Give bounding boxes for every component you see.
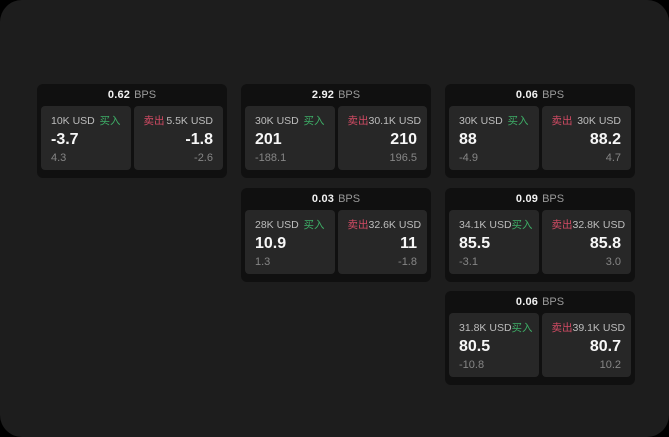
buy-side-label: 买入 [99, 115, 121, 127]
buy-amount: 28K USD [255, 218, 299, 231]
sell-amount: 39.1K USD [572, 321, 626, 334]
bps-unit-label: BPS [134, 89, 157, 101]
quote-card: 0.09 BPS 34.1K USD 买入 85.5 -3.1 卖出 32.8K… [445, 188, 635, 282]
buy-price: 10.9 [255, 234, 287, 252]
bps-unit-label: BPS [542, 89, 565, 101]
buy-price: 88 [459, 130, 477, 148]
buy-panel[interactable]: 28K USD 买入 10.9 1.3 [245, 210, 335, 274]
sell-panel[interactable]: 卖出 39.1K USD 80.7 10.2 [541, 313, 631, 377]
bps-value: 0.03 [311, 193, 335, 205]
sell-price: 11 [400, 234, 417, 252]
card-body: 28K USD 买入 10.9 1.3 卖出 32.6K USD 11 -1.8 [241, 210, 431, 278]
sell-side-label: 卖出 [347, 115, 369, 127]
buy-amount: 31.8K USD [459, 321, 512, 334]
buy-amount: 34.1K USD [459, 218, 512, 231]
buy-amount: 10K USD [51, 114, 95, 127]
bps-value: 2.92 [311, 89, 335, 101]
sell-price: 85.8 [589, 234, 621, 252]
buy-delta: -10.8 [459, 358, 485, 371]
quote-card: 0.06 BPS 31.8K USD 买入 80.5 -10.8 卖出 39.1… [445, 291, 635, 385]
sell-price: -1.8 [185, 130, 213, 148]
sell-amount: 32.6K USD [368, 218, 422, 231]
buy-delta: -3.1 [459, 255, 478, 268]
sell-amount: 30.1K USD [368, 114, 422, 127]
sell-delta: 3.0 [605, 255, 621, 268]
bps-unit-label: BPS [542, 296, 565, 308]
bps-value: 0.62 [107, 89, 131, 101]
card-body: 31.8K USD 买入 80.5 -10.8 卖出 39.1K USD 80.… [445, 313, 635, 381]
card-header: 0.62 BPS [37, 84, 227, 106]
sell-panel[interactable]: 卖出 32.8K USD 85.8 3.0 [541, 210, 631, 274]
buy-price: 201 [255, 130, 282, 148]
buy-delta: 4.3 [51, 151, 67, 164]
buy-panel[interactable]: 34.1K USD 买入 85.5 -3.1 [449, 210, 539, 274]
buy-panel[interactable]: 31.8K USD 买入 80.5 -10.8 [449, 313, 539, 377]
card-body: 10K USD 买入 -3.7 4.3 卖出 5.5K USD -1.8 -2.… [37, 106, 227, 174]
buy-delta: -188.1 [255, 151, 287, 164]
buy-amount: 30K USD [459, 114, 503, 127]
card-header: 0.09 BPS [445, 188, 635, 210]
buy-side-label: 买入 [507, 115, 529, 127]
sell-delta: -2.6 [194, 151, 213, 164]
sell-price: 80.7 [589, 337, 621, 355]
sell-side-label: 卖出 [551, 322, 573, 334]
sell-price: 88.2 [589, 130, 621, 148]
sell-delta: 10.2 [599, 358, 621, 371]
buy-panel[interactable]: 30K USD 买入 88 -4.9 [449, 106, 539, 170]
buy-amount: 30K USD [255, 114, 299, 127]
card-header: 0.06 BPS [445, 291, 635, 313]
buy-price: 80.5 [459, 337, 491, 355]
sell-delta: 4.7 [605, 151, 621, 164]
buy-price: 85.5 [459, 234, 491, 252]
buy-panel[interactable]: 30K USD 买入 201 -188.1 [245, 106, 335, 170]
sell-amount: 30K USD [577, 114, 621, 127]
card-header: 0.03 BPS [241, 188, 431, 210]
sell-side-label: 卖出 [551, 219, 573, 231]
buy-price: -3.7 [51, 130, 79, 148]
buy-delta: -4.9 [459, 151, 478, 164]
sell-side-label: 卖出 [347, 219, 369, 231]
sell-side-label: 卖出 [551, 115, 573, 127]
card-body: 30K USD 买入 88 -4.9 卖出 30K USD 88.2 4.7 [445, 106, 635, 174]
sell-amount: 5.5K USD [166, 114, 213, 127]
bps-value: 0.09 [515, 193, 539, 205]
sell-delta: 196.5 [389, 151, 417, 164]
bps-value: 0.06 [515, 296, 539, 308]
buy-side-label: 买入 [511, 322, 533, 334]
sell-side-label: 卖出 [143, 115, 165, 127]
sell-amount: 32.8K USD [572, 218, 626, 231]
card-header: 2.92 BPS [241, 84, 431, 106]
buy-side-label: 买入 [303, 219, 325, 231]
buy-delta: 1.3 [255, 255, 271, 268]
sell-panel[interactable]: 卖出 5.5K USD -1.8 -2.6 [133, 106, 223, 170]
sell-delta: -1.8 [398, 255, 417, 268]
quote-card: 0.62 BPS 10K USD 买入 -3.7 4.3 卖出 5.5K USD [37, 84, 227, 178]
sell-price: 210 [390, 130, 417, 148]
card-header: 0.06 BPS [445, 84, 635, 106]
buy-panel[interactable]: 10K USD 买入 -3.7 4.3 [41, 106, 131, 170]
quote-card: 2.92 BPS 30K USD 买入 201 -188.1 卖出 30.1K … [241, 84, 431, 178]
quote-card: 0.03 BPS 28K USD 买入 10.9 1.3 卖出 32.6K US… [241, 188, 431, 282]
sell-panel[interactable]: 卖出 30K USD 88.2 4.7 [541, 106, 631, 170]
sell-panel[interactable]: 卖出 32.6K USD 11 -1.8 [337, 210, 427, 274]
bps-value: 0.06 [515, 89, 539, 101]
card-body: 30K USD 买入 201 -188.1 卖出 30.1K USD 210 1… [241, 106, 431, 174]
bps-unit-label: BPS [542, 193, 565, 205]
quote-card: 0.06 BPS 30K USD 买入 88 -4.9 卖出 30K USD [445, 84, 635, 178]
bps-unit-label: BPS [338, 89, 361, 101]
sell-panel[interactable]: 卖出 30.1K USD 210 196.5 [337, 106, 427, 170]
bps-unit-label: BPS [338, 193, 361, 205]
buy-side-label: 买入 [511, 219, 533, 231]
card-body: 34.1K USD 买入 85.5 -3.1 卖出 32.8K USD 85.8… [445, 210, 635, 278]
buy-side-label: 买入 [303, 115, 325, 127]
